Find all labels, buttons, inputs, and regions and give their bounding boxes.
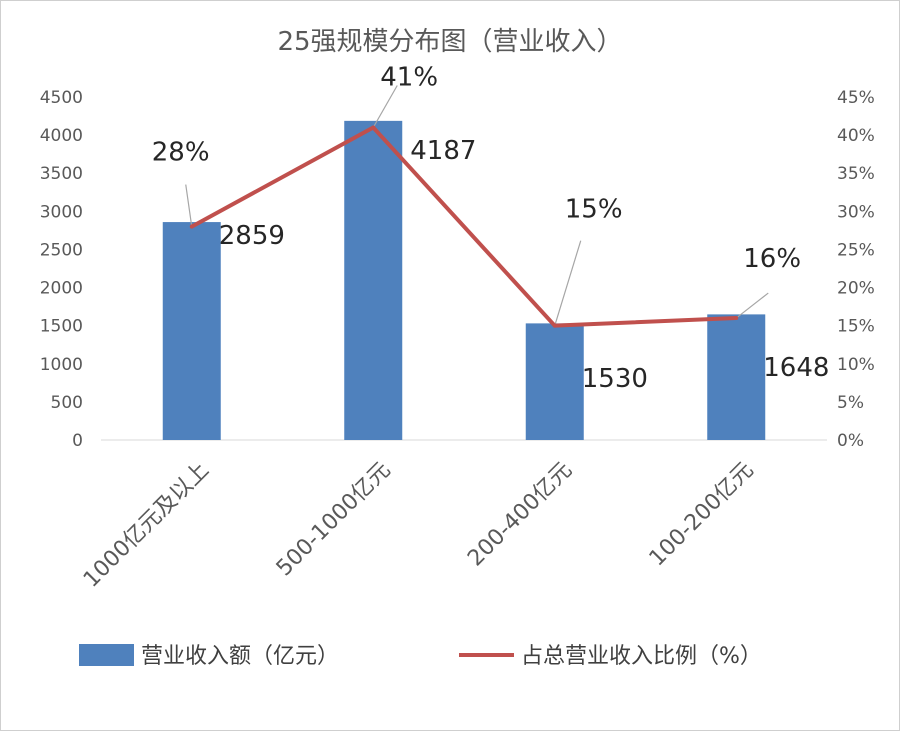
line-series	[189, 125, 739, 328]
category-label: 1000亿元及以上	[79, 458, 214, 593]
right-tick-label: 35%	[837, 164, 875, 184]
chart-title: 25强规模分布图（营业收入）	[277, 27, 622, 57]
leader-line	[372, 85, 398, 128]
left-tick-label: 2000	[40, 279, 83, 299]
left-tick-label: 3000	[40, 202, 83, 222]
line-path	[190, 125, 737, 328]
bar	[162, 222, 221, 440]
line-point	[189, 224, 194, 229]
bar	[525, 323, 584, 440]
left-tick-label: 0	[72, 431, 83, 451]
legend: 营业收入额（亿元） 占总营业收入比例（%）	[79, 644, 762, 669]
left-tick-label: 2500	[40, 240, 83, 260]
left-tick-label: 3500	[40, 164, 83, 184]
line-data-label: 15%	[565, 195, 623, 225]
line-data-labels: 28% 41% 15% 16%	[152, 62, 801, 274]
leader-line	[185, 184, 193, 227]
bar-data-label: 2859	[219, 221, 285, 251]
label-leader-lines	[185, 85, 769, 326]
right-axis: 0% 5% 10% 15% 20% 25% 30% 35% 40% 45%	[837, 88, 875, 451]
legend-line-label: 占总营业收入比例（%）	[521, 644, 762, 669]
leader-line	[554, 240, 582, 326]
right-tick-label: 0%	[837, 431, 864, 451]
left-tick-label: 1500	[40, 317, 83, 337]
line-data-label: 16%	[743, 244, 801, 274]
legend-bar-swatch	[79, 644, 134, 666]
left-tick-label: 4500	[40, 88, 83, 108]
bar-data-labels: 2859 4187 1530 1648	[219, 136, 830, 394]
legend-bar-label: 营业收入额（亿元）	[141, 644, 339, 669]
right-tick-label: 25%	[837, 240, 875, 260]
right-tick-label: 40%	[837, 126, 875, 146]
left-axis: 0 500 1000 1500 2000 2500 3000 3500 4000 4500	[40, 88, 827, 451]
right-tick-label: 20%	[837, 279, 875, 299]
bar-data-label: 1530	[582, 364, 648, 394]
left-tick-label: 4000	[40, 126, 83, 146]
left-tick-label: 1000	[40, 355, 83, 375]
left-tick-label: 500	[51, 393, 83, 413]
line-data-label: 41%	[380, 62, 438, 92]
right-tick-label: 15%	[837, 317, 875, 337]
bar-series	[162, 120, 766, 441]
leader-line	[735, 292, 769, 319]
bar-data-label: 1648	[763, 353, 829, 383]
category-axis-labels: 1000亿元及以上 500-1000亿元 200-400亿元 100-200亿元	[79, 458, 759, 593]
bar-data-label: 4187	[410, 136, 476, 166]
category-label: 500-1000亿元	[272, 458, 396, 582]
right-tick-label: 10%	[837, 355, 875, 375]
line-point	[552, 323, 557, 328]
bar	[344, 120, 403, 441]
right-tick-label: 45%	[837, 88, 875, 108]
bar	[707, 314, 766, 440]
line-point	[371, 125, 376, 130]
line-point	[734, 316, 739, 321]
line-data-label: 28%	[152, 138, 210, 168]
category-label: 200-400亿元	[463, 458, 577, 572]
right-tick-label: 30%	[837, 202, 875, 222]
right-tick-label: 5%	[837, 393, 864, 413]
category-label: 100-200亿元	[645, 458, 759, 572]
